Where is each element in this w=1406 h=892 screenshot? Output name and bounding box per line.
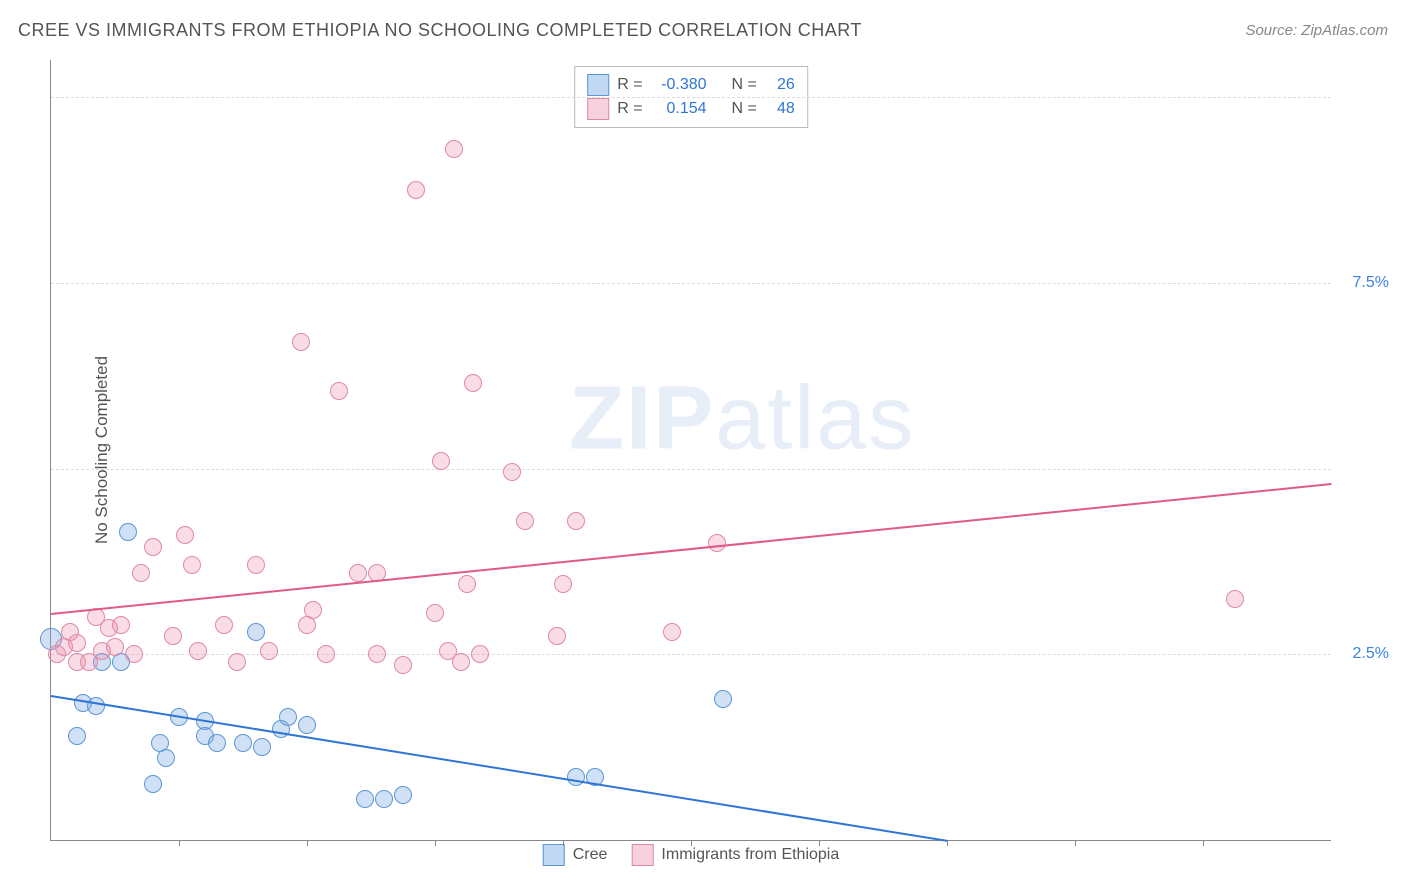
- data-point-b: [458, 575, 476, 593]
- n-value-a: 26: [765, 73, 795, 97]
- plot-area: ZIPatlas R = -0.380 N = 26 R = 0.154 N =…: [50, 60, 1331, 841]
- gridline: [51, 283, 1331, 284]
- chart-title: CREE VS IMMIGRANTS FROM ETHIOPIA NO SCHO…: [18, 20, 862, 41]
- source-attribution: Source: ZipAtlas.com: [1245, 22, 1388, 39]
- data-point-a: [394, 786, 412, 804]
- data-point-a: [375, 790, 393, 808]
- r-value-a: -0.380: [651, 73, 707, 97]
- x-tick: [179, 840, 180, 846]
- data-point-a: [68, 727, 86, 745]
- data-point-b: [708, 534, 726, 552]
- x-tick: [947, 840, 948, 846]
- data-point-a: [119, 523, 137, 541]
- r-label: R =: [617, 97, 642, 121]
- gridline: [51, 97, 1331, 98]
- data-point-b: [1226, 590, 1244, 608]
- data-point-b: [260, 642, 278, 660]
- data-point-b: [503, 463, 521, 481]
- data-point-b: [368, 645, 386, 663]
- data-point-a: [298, 716, 316, 734]
- r-label: R =: [617, 73, 642, 97]
- data-point-b: [228, 653, 246, 671]
- legend-item-b: Immigrants from Ethiopia: [631, 844, 839, 866]
- x-tick: [307, 840, 308, 846]
- data-point-b: [317, 645, 335, 663]
- r-value-b: 0.154: [651, 97, 707, 121]
- data-point-a: [144, 775, 162, 793]
- data-point-b: [452, 653, 470, 671]
- x-tick: [691, 840, 692, 846]
- data-point-b: [445, 140, 463, 158]
- data-point-b: [292, 333, 310, 351]
- data-point-b: [464, 374, 482, 392]
- watermark-atlas: atlas: [715, 368, 915, 468]
- trend-line-b: [51, 483, 1331, 615]
- x-tick: [563, 840, 564, 846]
- gridline: [51, 469, 1331, 470]
- series-legend: Cree Immigrants from Ethiopia: [543, 844, 840, 866]
- watermark-zip: ZIP: [569, 368, 715, 468]
- legend-item-a: Cree: [543, 844, 608, 866]
- data-point-b: [164, 627, 182, 645]
- data-point-b: [247, 556, 265, 574]
- data-point-b: [394, 656, 412, 674]
- data-point-b: [554, 575, 572, 593]
- swatch-a-icon: [587, 74, 609, 96]
- swatch-a-icon: [543, 844, 565, 866]
- scatter-chart: No Schooling Completed ZIPatlas R = -0.3…: [50, 60, 1390, 840]
- data-point-b: [106, 638, 124, 656]
- swatch-b-icon: [587, 98, 609, 120]
- y-tick-label: 7.5%: [1353, 274, 1389, 292]
- n-value-b: 48: [765, 97, 795, 121]
- data-point-b: [189, 642, 207, 660]
- data-point-a: [356, 790, 374, 808]
- data-point-a: [567, 768, 585, 786]
- data-point-b: [426, 604, 444, 622]
- data-point-a: [157, 749, 175, 767]
- data-point-a: [279, 708, 297, 726]
- data-point-b: [407, 181, 425, 199]
- data-point-b: [304, 601, 322, 619]
- x-tick: [819, 840, 820, 846]
- data-point-b: [663, 623, 681, 641]
- x-tick: [435, 840, 436, 846]
- data-point-b: [516, 512, 534, 530]
- data-point-b: [176, 526, 194, 544]
- data-point-a: [208, 734, 226, 752]
- data-point-a: [253, 738, 271, 756]
- watermark: ZIPatlas: [569, 367, 915, 470]
- data-point-b: [330, 382, 348, 400]
- data-point-b: [132, 564, 150, 582]
- data-point-b: [432, 452, 450, 470]
- data-point-b: [112, 616, 130, 634]
- swatch-b-icon: [631, 844, 653, 866]
- stats-row-b: R = 0.154 N = 48: [587, 97, 795, 121]
- data-point-a: [247, 623, 265, 641]
- data-point-a: [234, 734, 252, 752]
- x-tick: [1075, 840, 1076, 846]
- data-point-a: [714, 690, 732, 708]
- y-tick-label: 2.5%: [1353, 645, 1389, 663]
- legend-label-b: Immigrants from Ethiopia: [661, 846, 839, 864]
- data-point-b: [215, 616, 233, 634]
- data-point-b: [68, 634, 86, 652]
- n-label: N =: [731, 73, 756, 97]
- data-point-b: [144, 538, 162, 556]
- stats-row-a: R = -0.380 N = 26: [587, 73, 795, 97]
- x-tick: [1203, 840, 1204, 846]
- data-point-b: [183, 556, 201, 574]
- data-point-b: [125, 645, 143, 663]
- data-point-b: [349, 564, 367, 582]
- data-point-b: [567, 512, 585, 530]
- legend-label-a: Cree: [573, 846, 608, 864]
- data-point-b: [548, 627, 566, 645]
- trend-line-a: [51, 695, 947, 842]
- data-point-b: [471, 645, 489, 663]
- n-label: N =: [731, 97, 756, 121]
- data-point-a: [87, 697, 105, 715]
